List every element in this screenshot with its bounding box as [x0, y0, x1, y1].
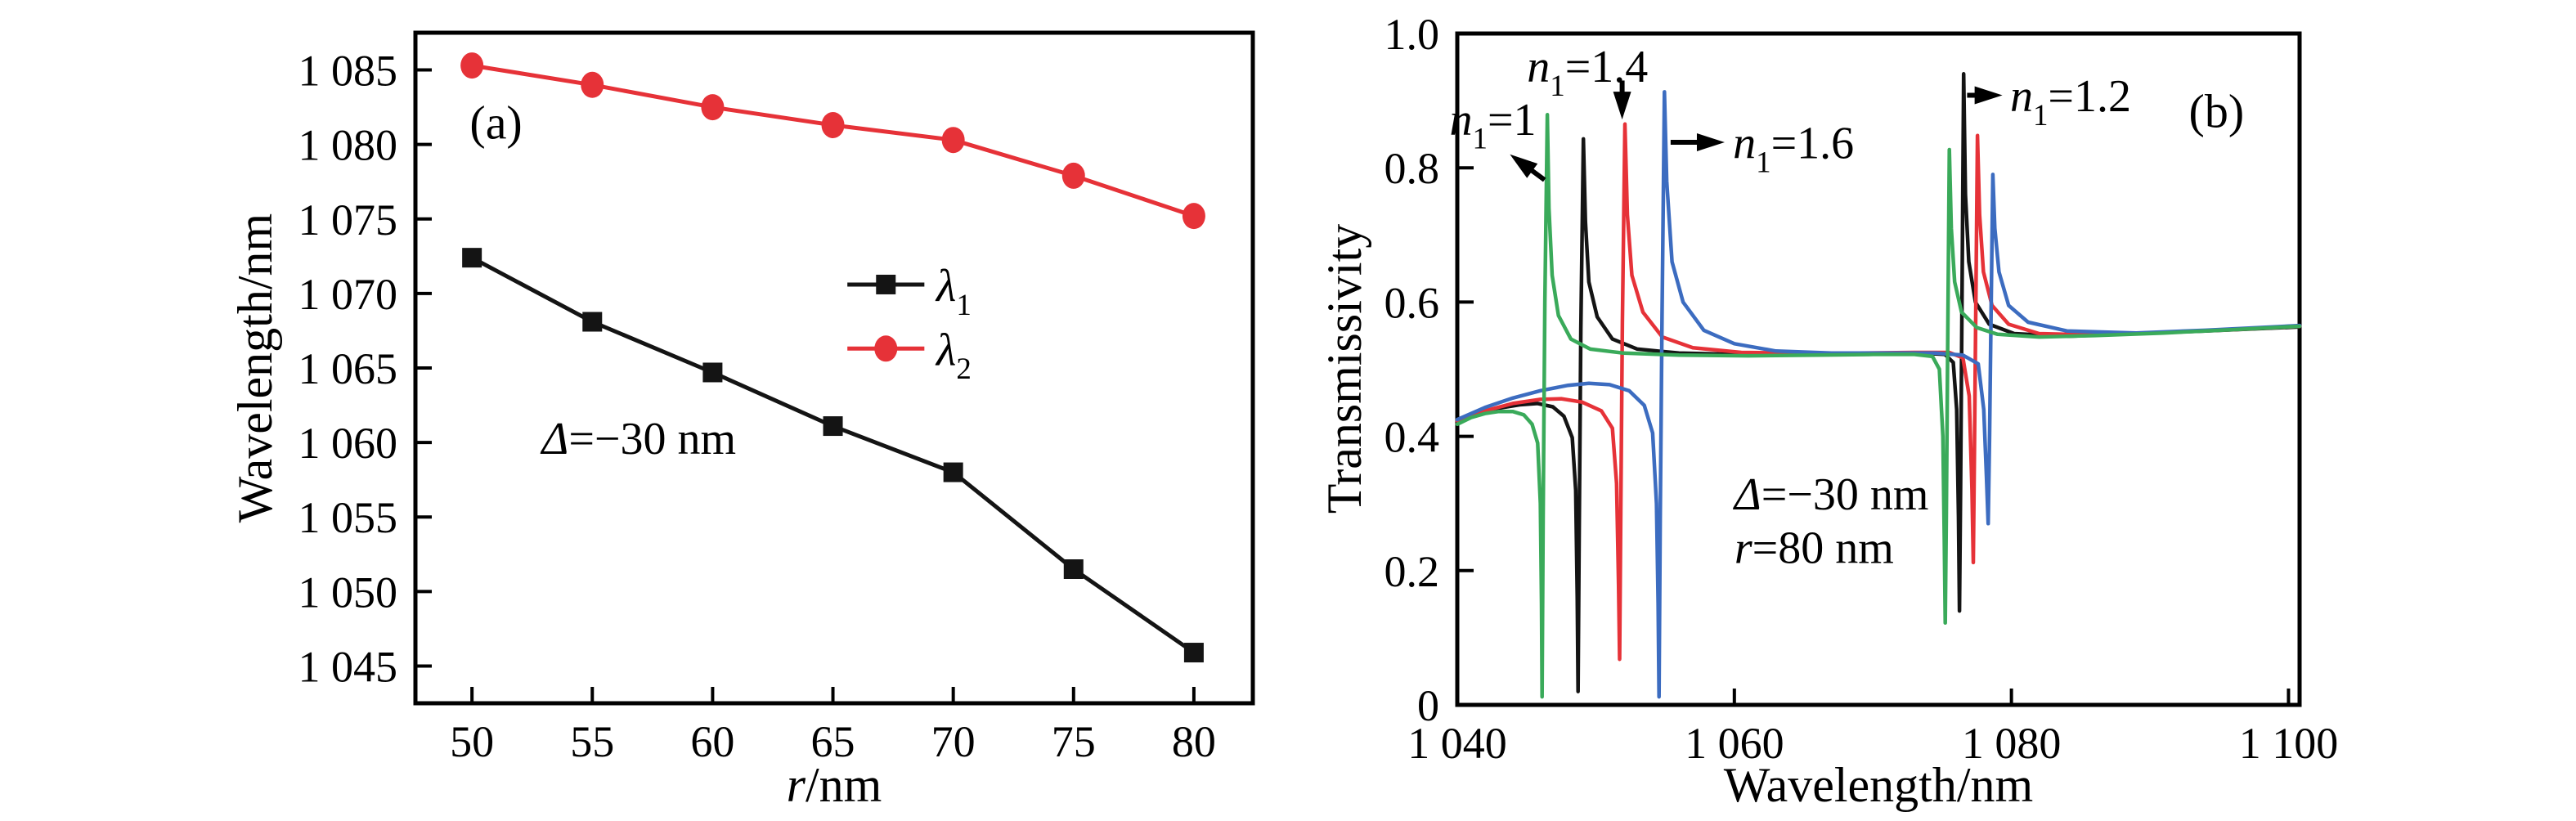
annotation-label-n1-1.4: n1=1.4 [1527, 42, 1648, 120]
annotation-label-n1-1.0: n1=1 [1449, 95, 1546, 182]
x-tick-label: 1 080 [1962, 719, 2062, 768]
x-tick-label: 1 060 [1685, 719, 1784, 768]
annotation-text-panel-label-a: (a) [469, 96, 522, 150]
x-tick-label: 1 040 [1407, 719, 1507, 768]
arrow-head-icon [1510, 154, 1538, 178]
y-axis-title: Wavelength/nm [228, 213, 282, 523]
y-tick-label: 1 075 [298, 195, 398, 245]
x-tick-label: 70 [931, 717, 976, 766]
y-tick-label: 1 085 [298, 47, 398, 96]
x-axis-title: Wavelength/nm [1724, 758, 2033, 812]
annotation-label-n1-1.6: n1=1.6 [1670, 119, 1854, 179]
annotation-text-r-note-b: r=80 nm [1735, 523, 1894, 574]
annotation-arrow-label-n1-1.0 [1510, 154, 1546, 182]
curve-n1-1.6 [1455, 90, 2302, 699]
y-tick-label: 0.6 [1384, 278, 1440, 327]
marker-lambda2 [581, 71, 604, 98]
y-tick-label: 1 050 [298, 568, 398, 617]
annotation-text-delta-note-b: Δ=−30 nm [1733, 469, 1929, 520]
series-lambda2 [460, 52, 1205, 230]
y-tick-label: 0.4 [1384, 413, 1440, 462]
x-tick-label: 75 [1052, 717, 1096, 766]
arrow-head-icon [1974, 86, 2003, 105]
marker-lambda2 [941, 127, 965, 154]
annotation-text-label-n1-1.6: n1=1.6 [1733, 119, 1854, 179]
panel-b: 1 040 1 060 1 080 1 100 0 0.2 0.4 0.6 0.8 1.0 Wave… [1317, 10, 2338, 812]
annotation-label-n1-1.2: n1=1.2 [1967, 71, 2131, 132]
marker-lambda1 [702, 362, 723, 383]
y-tick-label: 0.8 [1384, 144, 1440, 193]
y-tick-label: 1.0 [1384, 10, 1440, 59]
y-tick-label: 1 045 [298, 642, 398, 691]
legend-label: λ2 [935, 325, 972, 385]
marker-lambda2 [460, 52, 484, 79]
marker-lambda2 [821, 111, 845, 138]
marker-lambda1 [1183, 643, 1204, 663]
marker-lambda1 [582, 312, 603, 332]
annotation-arrow-label-n1-1.2 [1967, 86, 2003, 105]
y-tick-label: 0.2 [1384, 547, 1440, 596]
y-axis-title: Transmissivity [1317, 224, 1371, 514]
x-tick-label: 1 100 [2239, 719, 2339, 768]
plot-frame [1455, 31, 2302, 707]
y-tick-label: 1 060 [298, 419, 398, 468]
curve-n1-1.4 [1455, 122, 2302, 662]
annotation-delta-note-a: Δ=−30 nm [540, 414, 736, 464]
annotation-text-delta-note-a: Δ=−30 nm [540, 414, 736, 464]
marker-lambda1 [1063, 559, 1084, 579]
annotation-arrow-label-n1-1.6 [1670, 133, 1725, 152]
x-tick-label: 50 [450, 717, 494, 766]
marker-lambda2 [1061, 162, 1085, 189]
x-tick-label: 60 [690, 717, 734, 766]
curve-n1-1.0 [1455, 113, 2302, 699]
line-lambda2 [471, 63, 1195, 218]
y-tick-label: 1 070 [298, 270, 398, 319]
legend-label: λ1 [935, 261, 972, 321]
annotation-delta-note-b: Δ=−30 nm [1733, 469, 1929, 520]
legend-marker-circle-icon [874, 335, 898, 362]
annotation-panel-label-b: (b) [2189, 85, 2245, 138]
marker-lambda2 [1182, 203, 1205, 230]
x-tick-label: 80 [1172, 717, 1216, 766]
arrow-head-icon [1613, 92, 1631, 120]
legend-item-lambda1: λ1 [847, 261, 972, 321]
marker-lambda1 [462, 248, 482, 268]
x-tick-label: 55 [570, 717, 614, 766]
y-tick-label: 1 055 [298, 493, 398, 542]
y-tick-label: 0 [1417, 681, 1439, 730]
legend-marker-square-icon [876, 274, 896, 294]
y-tick-label: 1 080 [298, 121, 398, 170]
annotation-text-label-n1-1.2: n1=1.2 [2010, 71, 2131, 132]
x-tick-label: 65 [811, 717, 855, 766]
annotation-arrow-label-n1-1.4 [1613, 80, 1631, 120]
marker-lambda2 [701, 94, 725, 121]
series-n1-1.6 [1455, 90, 2302, 699]
x-axis-ticks: 1 040 1 060 1 080 1 100 [1407, 689, 2338, 768]
series-n1-1.0 [1455, 113, 2302, 699]
annotation-text-label-n1-1.4: n1=1.4 [1527, 42, 1648, 102]
marker-lambda1 [823, 416, 843, 437]
marker-lambda1 [943, 462, 963, 482]
annotation-r-note-b: r=80 nm [1735, 523, 1894, 574]
x-axis-title: r/nm [787, 758, 882, 812]
annotation-text-panel-label-b: (b) [2189, 85, 2245, 138]
annotation-panel-label-a: (a) [469, 96, 522, 150]
annotation-text-label-n1-1.0: n1=1 [1449, 95, 1536, 155]
series-lambda1 [462, 248, 1204, 663]
x-axis-ticks: 50 55 60 65 70 75 80 [450, 687, 1216, 766]
y-axis-ticks: 1 045 1 050 1 055 1 060 1 065 1 070 1 075 1 080… [298, 47, 432, 691]
arrow-head-icon [1696, 133, 1725, 152]
series-n1-1.4 [1455, 122, 2302, 662]
y-axis-ticks: 0 0.2 0.4 0.6 0.8 1.0 [1384, 10, 1474, 730]
legend-item-lambda2: λ2 [847, 325, 972, 385]
y-tick-label: 1 065 [298, 344, 398, 393]
